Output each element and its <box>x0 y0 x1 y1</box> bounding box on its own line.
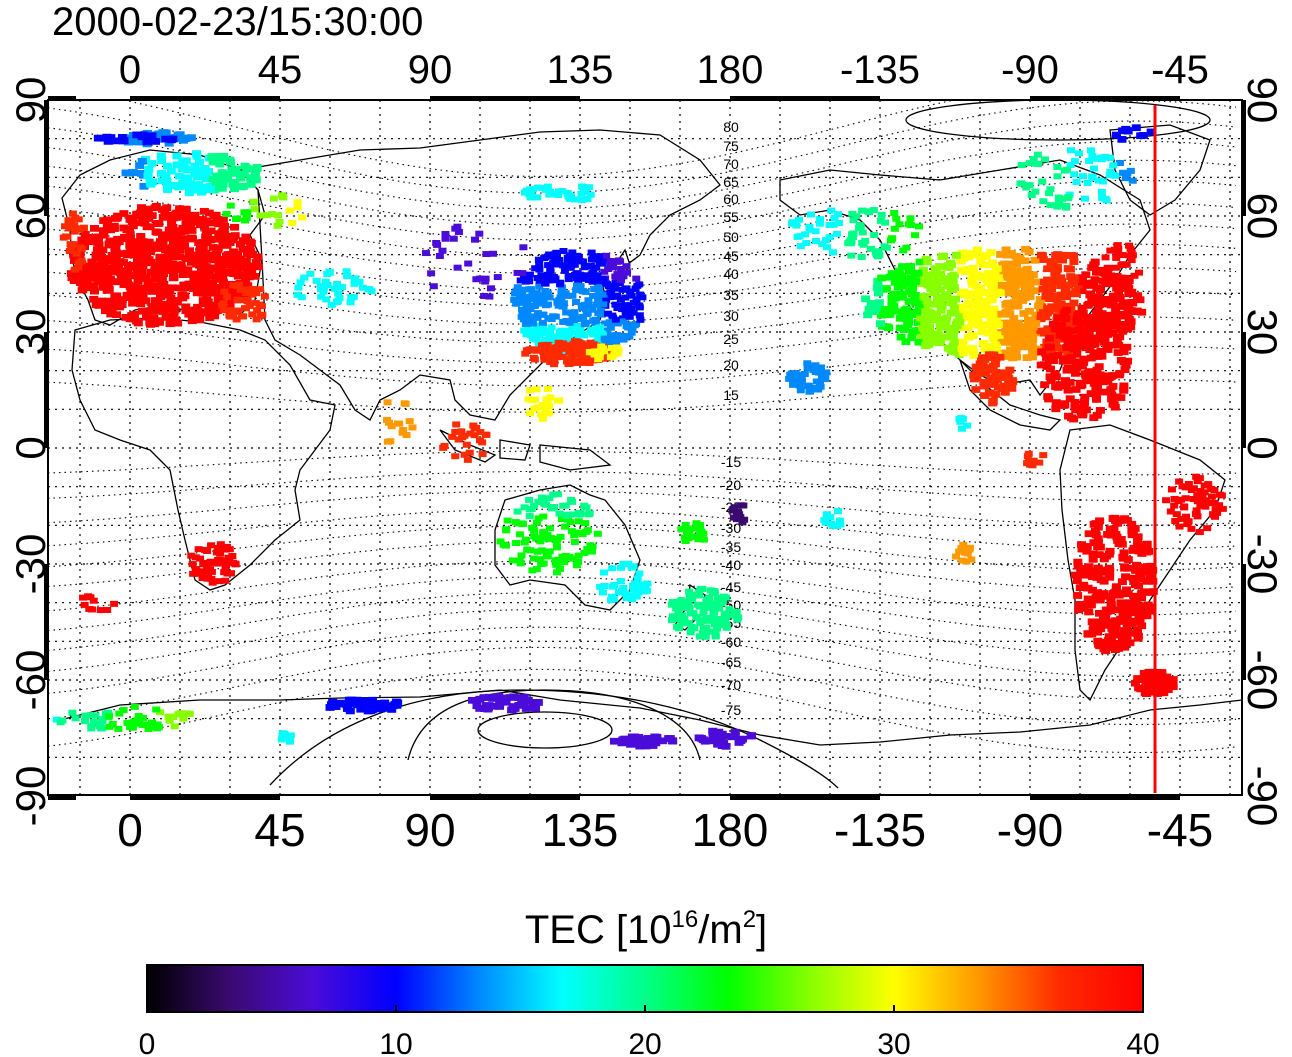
contour-label: 25 <box>723 331 739 347</box>
contour-label: 55 <box>723 209 739 225</box>
right-lat-tick: -60 <box>1239 650 1286 711</box>
right-lat-tick: 60 <box>1239 193 1286 240</box>
top-lon-tick: -45 <box>1151 48 1209 92</box>
bottom-lon-tick: 135 <box>542 804 619 856</box>
bottom-lon-tick: -90 <box>997 804 1063 856</box>
contour-label: 70 <box>723 156 739 172</box>
colorbar-tick: 0 <box>139 1028 156 1057</box>
top-lon-tick: -135 <box>840 48 920 92</box>
bottom-longitude-labels: 0 45 90 135 180 -135 -90 -45 <box>117 804 1213 856</box>
timestamp-title: 2000-02-23/15:30:00 <box>52 0 424 44</box>
left-lat-tick: 90 <box>7 77 54 124</box>
left-latitude-labels: 90 60 30 0 -30 -60 -90 <box>7 77 54 827</box>
top-lon-tick: -90 <box>1001 48 1059 92</box>
bottom-lon-tick: 0 <box>117 804 143 856</box>
top-longitude-labels: 0 45 90 135 180 -135 -90 -45 <box>119 48 1209 92</box>
contour-label: -70 <box>721 677 741 693</box>
contour-label: 40 <box>723 266 739 282</box>
top-lon-tick: 45 <box>258 48 303 92</box>
colorbar-tick: 40 <box>1126 1028 1159 1057</box>
left-lat-tick: -30 <box>7 534 54 595</box>
right-lat-tick: 90 <box>1239 77 1286 124</box>
contour-label: 75 <box>723 138 739 154</box>
contour-label: -65 <box>721 654 741 670</box>
contour-label: 45 <box>723 248 739 264</box>
right-lat-tick: 0 <box>1239 436 1286 459</box>
tec-observations <box>52 124 1227 750</box>
contour-label: 35 <box>723 287 739 303</box>
right-latitude-labels: 90 60 30 0 -30 -60 -90 <box>1239 77 1286 827</box>
bottom-lon-tick: -135 <box>834 804 926 856</box>
bottom-lon-tick: -45 <box>1147 804 1213 856</box>
contour-label: -30 <box>721 520 741 536</box>
contour-label: -40 <box>721 557 741 573</box>
top-lon-tick: 0 <box>119 48 141 92</box>
magnetic-contours: 8075706560555045403530252015-15-20-25-30… <box>48 100 1237 761</box>
contour-label: -20 <box>721 477 741 493</box>
contour-label: 60 <box>723 191 739 207</box>
left-lat-tick: 0 <box>7 436 54 459</box>
top-lon-tick: 180 <box>697 48 764 92</box>
contour-label: 30 <box>723 308 739 324</box>
left-lat-tick: -90 <box>7 766 54 827</box>
bottom-lon-tick: 90 <box>404 804 455 856</box>
right-lat-tick: 30 <box>1239 309 1286 356</box>
contour-label: -45 <box>721 579 741 595</box>
left-lat-tick: 30 <box>7 309 54 356</box>
contour-label: 50 <box>723 229 739 245</box>
colorbar-tick: 10 <box>379 1028 412 1057</box>
contour-label: -15 <box>721 454 741 470</box>
bottom-lon-tick: 45 <box>254 804 305 856</box>
colorbar-ticks: 0 10 20 30 40 <box>139 1005 1160 1057</box>
contour-label: 15 <box>723 387 739 403</box>
contour-label: 65 <box>723 174 739 190</box>
colorbar-tick: 30 <box>877 1028 910 1057</box>
bottom-lon-tick: 180 <box>692 804 769 856</box>
contour-label: 20 <box>723 357 739 373</box>
top-lon-tick: 135 <box>547 48 614 92</box>
contour-label: -60 <box>721 634 741 650</box>
top-lon-tick: 90 <box>408 48 453 92</box>
contour-label: 80 <box>723 119 739 135</box>
right-lat-tick: -90 <box>1239 766 1286 827</box>
colorbar-label: TEC [1016/m2] <box>524 906 768 953</box>
right-lat-tick: -30 <box>1239 534 1286 595</box>
left-lat-tick: 60 <box>7 193 54 240</box>
colorbar <box>146 964 1144 1013</box>
contour-label: -35 <box>721 539 741 555</box>
left-lat-tick: -60 <box>7 650 54 711</box>
frame-bars <box>44 96 1246 800</box>
contour-label: -75 <box>721 702 741 718</box>
colorbar-tick: 20 <box>628 1028 661 1057</box>
